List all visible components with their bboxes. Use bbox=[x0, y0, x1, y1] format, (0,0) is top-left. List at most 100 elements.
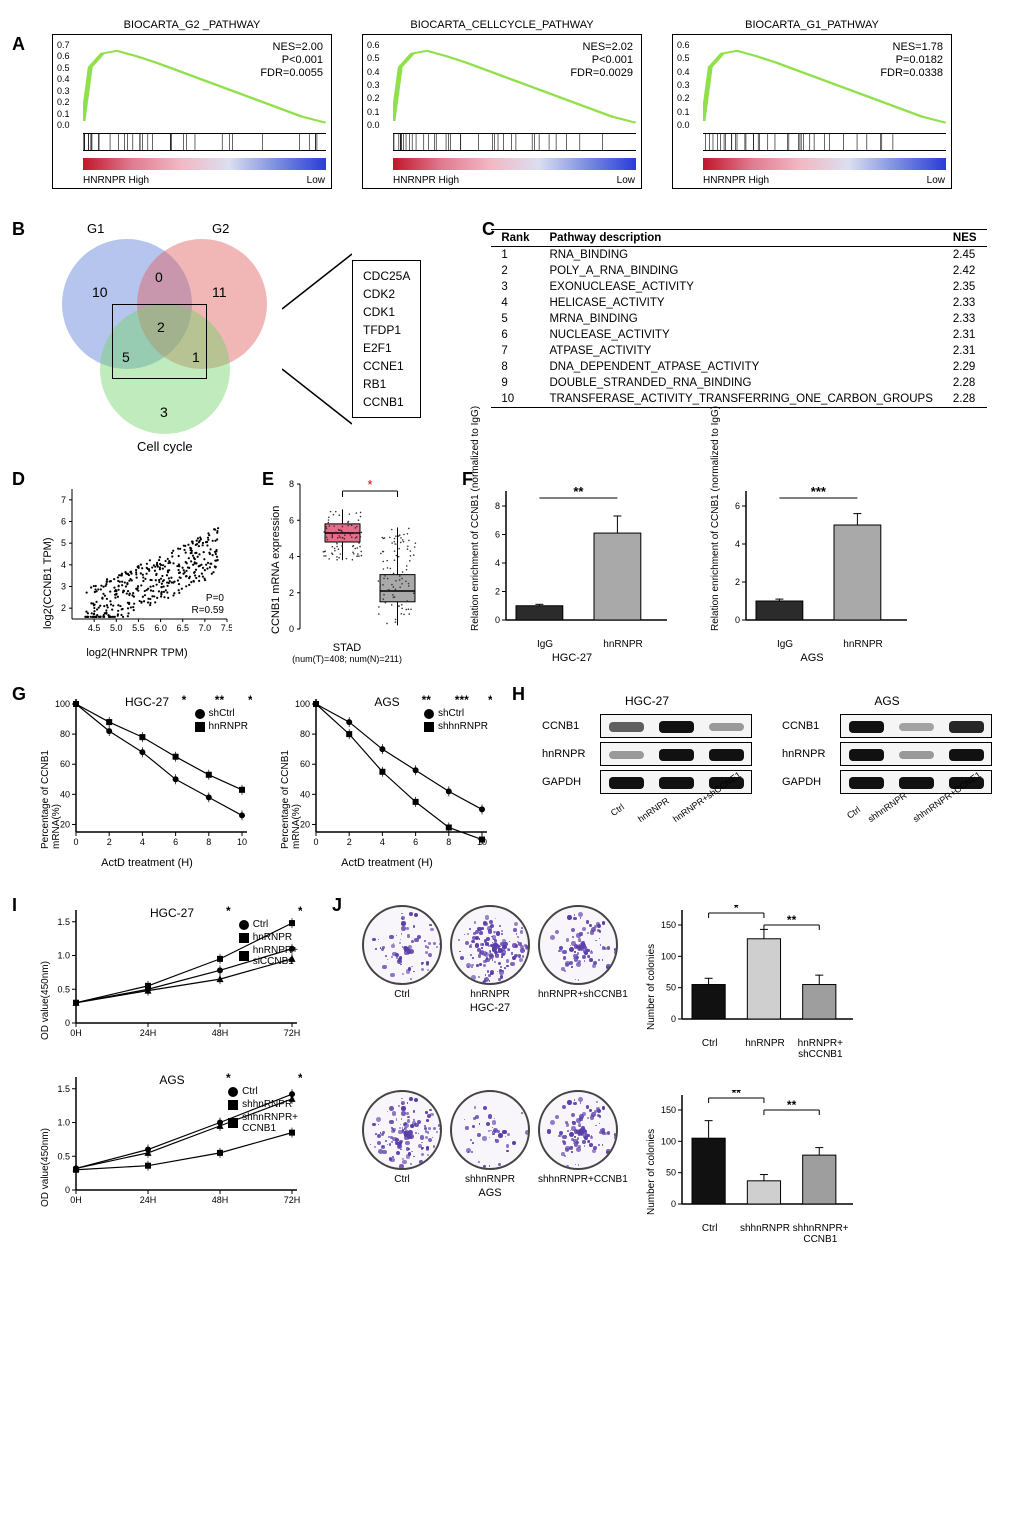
legend-item: Ctrl bbox=[228, 1086, 298, 1097]
legend-item: hnRNPR bbox=[195, 721, 248, 732]
svg-text:5.0: 5.0 bbox=[110, 623, 123, 633]
panel-label-d: D bbox=[12, 469, 25, 490]
legend-item: shhnRNPR bbox=[228, 1099, 298, 1110]
svg-text:7.5: 7.5 bbox=[221, 623, 232, 633]
svg-text:6.5: 6.5 bbox=[176, 623, 189, 633]
svg-text:0: 0 bbox=[671, 1199, 676, 1209]
table-cell: RNA_BINDING bbox=[539, 247, 942, 264]
gene-item: RB1 bbox=[363, 375, 410, 393]
svg-text:*: * bbox=[182, 694, 187, 707]
svg-text:10: 10 bbox=[237, 837, 247, 847]
panel-label-j: J bbox=[332, 895, 342, 916]
panel-c: RankPathway descriptionNES1RNA_BINDING2.… bbox=[491, 229, 986, 449]
svg-text:0H: 0H bbox=[70, 1195, 82, 1205]
table-cell: 1 bbox=[491, 247, 539, 264]
table-row: 4HELICASE_ACTIVITY2.33 bbox=[491, 295, 986, 311]
svg-text:8: 8 bbox=[495, 501, 500, 511]
table-cell: 2.31 bbox=[943, 343, 987, 359]
svg-text:2: 2 bbox=[495, 587, 500, 597]
table-cell: 2.29 bbox=[943, 359, 987, 375]
svg-text:0.5: 0.5 bbox=[57, 1151, 70, 1161]
svg-text:100: 100 bbox=[55, 699, 70, 709]
table-cell: DOUBLE_STRANDED_RNA_BINDING bbox=[539, 375, 942, 391]
bar-label: Ctrl bbox=[682, 1223, 737, 1245]
gene-item: CDC25A bbox=[363, 267, 410, 285]
blot-strip bbox=[600, 714, 752, 738]
cell-line-label: AGS bbox=[712, 652, 912, 664]
bar-ylabel: Relation enrichment of CCNB1 (normalized… bbox=[470, 406, 481, 631]
svg-text:100: 100 bbox=[661, 1136, 676, 1146]
blot-row-label: GAPDH bbox=[542, 776, 594, 788]
gsea-xright: Low bbox=[927, 175, 945, 186]
svg-text:6: 6 bbox=[173, 837, 178, 847]
bar-label: shhnRNPR+ CCNB1 bbox=[793, 1223, 848, 1245]
table-row: 9DOUBLE_STRANDED_RNA_BINDING2.28 bbox=[491, 375, 986, 391]
svg-text:0: 0 bbox=[735, 615, 740, 625]
gsea-title: BIOCARTA_G2 _PATHWAY bbox=[53, 19, 331, 31]
scatter-ylabel: log2(CCNB1 TPM) bbox=[42, 538, 54, 630]
svg-text:24H: 24H bbox=[140, 1028, 157, 1038]
venn-count: 3 bbox=[160, 404, 168, 420]
svg-text:7.0: 7.0 bbox=[199, 623, 212, 633]
table-cell: NUCLEASE_ACTIVITY bbox=[539, 327, 942, 343]
table-header: Rank bbox=[491, 230, 539, 247]
svg-text:2: 2 bbox=[289, 588, 294, 598]
svg-text:4: 4 bbox=[380, 837, 385, 847]
bar-label: hnRNPR bbox=[584, 639, 662, 650]
svg-text:1.0: 1.0 bbox=[57, 951, 70, 961]
blot-lane-label: shhnRNPR bbox=[866, 790, 909, 824]
svg-text:R=0.59: R=0.59 bbox=[191, 605, 224, 616]
legend-item: hnRNPR+ siCCNB1 bbox=[239, 945, 298, 967]
svg-text:4: 4 bbox=[140, 837, 145, 847]
blot-row-label: hnRNPR bbox=[542, 748, 594, 760]
svg-text:0: 0 bbox=[289, 624, 294, 634]
svg-text:150: 150 bbox=[661, 1105, 676, 1115]
svg-text:24H: 24H bbox=[140, 1195, 157, 1205]
venn-label-cc: Cell cycle bbox=[137, 439, 193, 454]
table-row: 8DNA_DEPENDENT_ATPASE_ACTIVITY2.29 bbox=[491, 359, 986, 375]
table-row: 10TRANSFERASE_ACTIVITY_TRANSFERRING_ONE_… bbox=[491, 391, 986, 408]
bar-label: IgG bbox=[506, 639, 584, 650]
panel-label-a: A bbox=[12, 34, 25, 55]
table-row: 2POLY_A_RNA_BINDING2.42 bbox=[491, 263, 986, 279]
svg-text:1.5: 1.5 bbox=[57, 917, 70, 927]
colony-label: hnRNPR bbox=[450, 989, 530, 1000]
svg-text:*: * bbox=[734, 905, 739, 915]
venn-count: 10 bbox=[92, 284, 108, 300]
venn-count: 0 bbox=[155, 269, 163, 285]
svg-text:HGC-27: HGC-27 bbox=[150, 906, 194, 920]
legend-item: shhnRNPR bbox=[424, 721, 488, 732]
bar-label: IgG bbox=[746, 639, 824, 650]
gsea-title: BIOCARTA_CELLCYCLE_PATHWAY bbox=[363, 19, 641, 31]
svg-text:*: * bbox=[226, 1072, 231, 1085]
svg-text:2: 2 bbox=[61, 603, 66, 613]
panel-d: log2(CCNB1 TPM)2345674.55.05.56.06.57.07… bbox=[42, 484, 232, 664]
svg-text:*: * bbox=[226, 905, 231, 918]
box-sublabel: (num(T)=408; num(N)=211) bbox=[272, 654, 422, 664]
gene-item: CDK1 bbox=[363, 303, 410, 321]
bar-label: hnRNPR+ shCCNB1 bbox=[793, 1038, 848, 1060]
colony-dish bbox=[450, 1090, 530, 1170]
table-cell: HELICASE_ACTIVITY bbox=[539, 295, 942, 311]
table-cell: 2.28 bbox=[943, 391, 987, 408]
svg-text:6.0: 6.0 bbox=[154, 623, 167, 633]
svg-text:**: ** bbox=[573, 486, 584, 499]
svg-text:0: 0 bbox=[73, 837, 78, 847]
table-cell: 2.42 bbox=[943, 263, 987, 279]
table-cell: 2.28 bbox=[943, 375, 987, 391]
gene-item: CCNE1 bbox=[363, 357, 410, 375]
line-ylabel: OD value(450nm) bbox=[40, 1128, 51, 1207]
venn-label-g1: G1 bbox=[87, 221, 104, 236]
pathway-table: RankPathway descriptionNES1RNA_BINDING2.… bbox=[491, 229, 986, 408]
colony-dish bbox=[538, 1090, 618, 1170]
table-row: 6NUCLEASE_ACTIVITY2.31 bbox=[491, 327, 986, 343]
svg-text:**: ** bbox=[787, 913, 797, 927]
gene-item: E2F1 bbox=[363, 339, 410, 357]
svg-text:8: 8 bbox=[206, 837, 211, 847]
table-cell: 9 bbox=[491, 375, 539, 391]
blot-strip bbox=[600, 742, 752, 766]
table-cell: MRNA_BINDING bbox=[539, 311, 942, 327]
panel-label-g: G bbox=[12, 684, 26, 705]
svg-text:8: 8 bbox=[289, 479, 294, 489]
table-cell: 2.45 bbox=[943, 247, 987, 264]
